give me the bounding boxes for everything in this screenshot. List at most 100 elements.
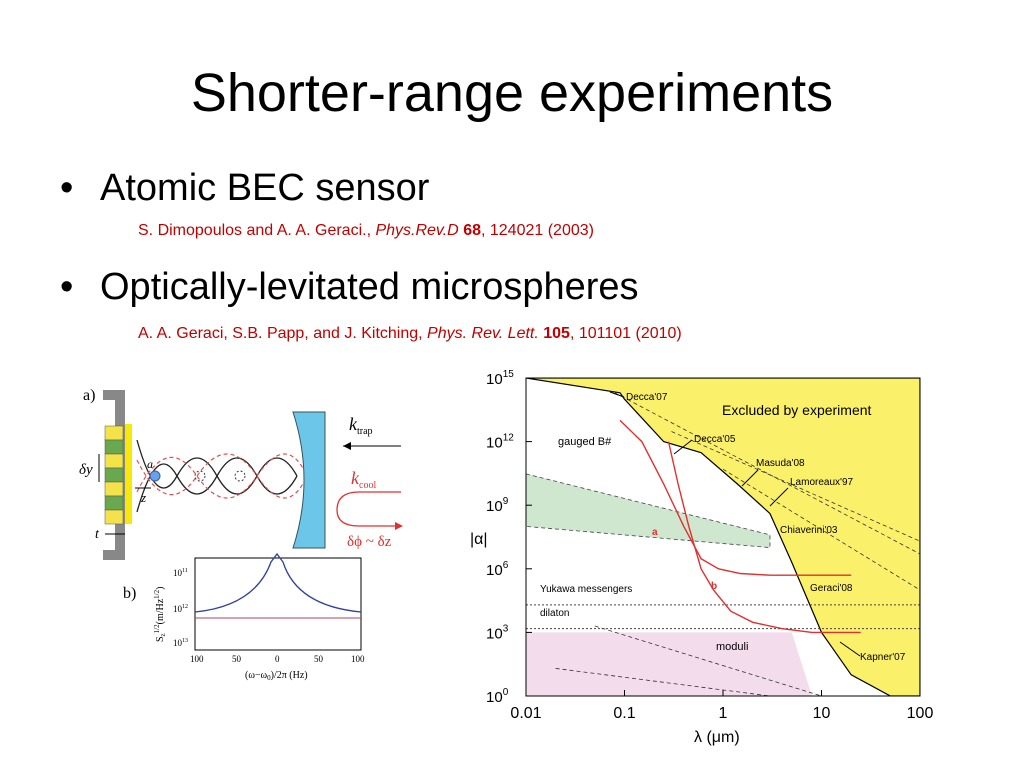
bullet-text: Atomic BEC sensor <box>100 167 430 209</box>
panel-a-label: a) <box>83 387 95 404</box>
reference-dimopoulos: S. Dimopoulos and A. A. Geraci., Phys.Re… <box>138 222 594 240</box>
x-tick-label: 10 <box>813 705 831 722</box>
y-tick-label: 1013 <box>173 638 188 648</box>
annotation-decca05: Decca'05 <box>694 434 736 445</box>
annotation-decca07: Decca'07 <box>626 392 668 403</box>
bullet-microspheres: • Optically-levitated microspheres <box>60 266 639 309</box>
constraint-line <box>555 668 771 696</box>
dilaton-label: dilaton <box>540 608 569 619</box>
reference-geraci: A. A. Geraci, S.B. Papp, and J. Kitching… <box>138 325 682 343</box>
x-tick-label: 50 <box>314 654 324 664</box>
gauged-region <box>526 473 771 549</box>
series-a-label: a <box>652 527 658 538</box>
y-tick-label: 1012 <box>173 604 188 614</box>
yukawa-label: Yukawa messengers <box>540 584 632 595</box>
dphi-label: δϕ ~ δz <box>347 534 392 550</box>
t-label: t <box>95 527 100 542</box>
ref-authors: A. A. Geraci, S.B. Papp, and J. Kitching… <box>138 325 428 342</box>
trap-standing-wave <box>136 439 298 495</box>
ref-authors: S. Dimopoulos and A. A. Geraci., <box>138 222 376 239</box>
spectrum-xlabel: (ω−ω0)/2π (Hz) <box>245 670 308 682</box>
constraint-line <box>722 468 920 591</box>
annotation-kapner07: Kapner'07 <box>860 652 906 663</box>
axis-ticks: 0.01 0.1 1 10 100 100 103 106 109 1012 1015 <box>486 369 933 722</box>
annotation-chiaverini03: Chiaverini'03 <box>780 525 838 536</box>
ref-volume: 105 <box>543 325 570 342</box>
chip-electrode <box>104 467 124 483</box>
ref-pages: , 101101 (2010) <box>569 325 682 342</box>
annotation-lamoreaux97: Lamoreaux'97 <box>790 477 854 488</box>
x-tick-label: 100 <box>907 705 934 722</box>
panel-b-label: b) <box>123 585 136 602</box>
y-tick-label: 1012 <box>486 433 514 452</box>
k-trap-label: ktrap <box>349 414 373 437</box>
y-axis-label: |α| <box>470 531 488 548</box>
k-cool-label: kcool <box>351 468 376 491</box>
a-label: a <box>147 457 153 471</box>
y-tick-label: 1015 <box>486 369 514 388</box>
ref-volume: 68 <box>463 222 481 239</box>
x-tick-label: 50 <box>232 654 242 664</box>
gold-layer <box>125 424 132 524</box>
trap-site <box>234 470 246 482</box>
constraint-line <box>594 625 822 696</box>
annotation-pointer <box>839 641 861 657</box>
trap-site <box>194 470 206 482</box>
gauged-label: gauged B# <box>558 436 612 448</box>
constraint-line <box>614 392 920 555</box>
trap-standing-wave <box>136 457 298 513</box>
y-tick-label: 106 <box>486 560 509 579</box>
series-line-b <box>667 441 861 634</box>
constraint-lines <box>555 392 920 696</box>
cooling-standing-wave <box>136 453 308 499</box>
z-label: z <box>140 490 146 505</box>
spectrum-ylabel: Sz1/2(m/Hz1/2) <box>153 587 167 642</box>
spectrum-frame <box>194 557 362 651</box>
y-tick-label: 100 <box>486 687 509 706</box>
chip-electrode <box>104 453 124 469</box>
constraint-line <box>671 431 920 542</box>
cavity-mirror <box>292 411 326 549</box>
ref-journal: Phys. Rev. Lett. <box>427 325 539 342</box>
annotation-geraci08: Geraci'08 <box>810 583 853 594</box>
k-trap-arrowhead <box>343 442 351 450</box>
slide-title: Shorter-range experiments <box>190 63 834 123</box>
y-tick-label: 103 <box>486 623 509 642</box>
chip-electrode <box>104 425 124 441</box>
microsphere-setup-figure: a) δy t a z ktrap kcool δϕ ~ δz b) 1011 … <box>79 387 403 682</box>
moduli-label: moduli <box>716 641 748 653</box>
dy-label: δy <box>79 462 93 478</box>
chip-electrode <box>104 439 124 455</box>
annotation-pointer <box>673 439 693 455</box>
chip-electrode <box>104 495 124 511</box>
annotation-masuda08: Masuda'08 <box>756 458 805 469</box>
x-tick-label: 1 <box>719 705 728 722</box>
x-tick-label: 100 <box>351 654 365 664</box>
ref-pages: , 124021 (2003) <box>480 222 594 239</box>
bullet-text: Optically-levitated microspheres <box>100 266 639 308</box>
x-axis-label: λ (μm) <box>694 729 740 746</box>
resonance-curve <box>194 552 362 613</box>
k-cool-arrowhead <box>395 522 403 530</box>
excluded-region <box>526 378 920 696</box>
x-tick-label: 0 <box>275 654 280 664</box>
series-line-a <box>619 419 852 576</box>
annotation-pointer <box>609 391 625 398</box>
bullet-marker: • <box>60 167 74 209</box>
x-tick-label: 100 <box>190 654 204 664</box>
alpha-lambda-exclusion-chart: 0.01 0.1 1 10 100 100 103 106 109 1012 1015 Exclud… <box>470 369 933 746</box>
bullet-marker: • <box>60 266 74 308</box>
series-b-label: b <box>711 581 717 592</box>
chip-electrode <box>104 509 124 525</box>
x-tick-label: 0.1 <box>613 705 635 722</box>
excluded-label: Excluded by experiment <box>722 402 872 418</box>
spectrum-plot: 1011 1012 1013 100 50 0 50 100 (ω−ω0)/2π… <box>153 552 365 682</box>
cooling-standing-wave <box>136 453 308 499</box>
annotation-pointer <box>769 487 789 507</box>
chip-electrode <box>104 481 124 497</box>
annotation-pointer <box>741 469 759 487</box>
moduli-region <box>526 632 812 696</box>
microsphere <box>149 470 161 482</box>
y-tick-label: 109 <box>486 496 509 515</box>
k-cool-path <box>336 491 401 527</box>
